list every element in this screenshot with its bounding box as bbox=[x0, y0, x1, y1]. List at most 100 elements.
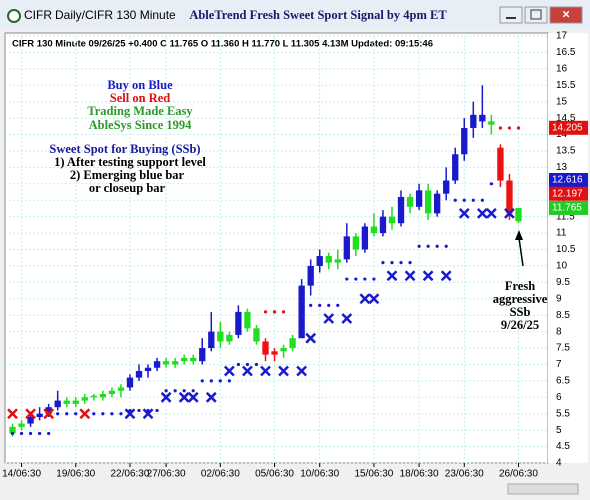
x-tick-label: 19/06:30 bbox=[56, 469, 95, 480]
buy-signal-marker bbox=[422, 270, 434, 282]
support-stop-dot bbox=[318, 303, 322, 307]
scrollbar[interactable] bbox=[507, 483, 579, 495]
candle-body bbox=[271, 351, 278, 355]
candle-body bbox=[470, 114, 477, 128]
price-label-box bbox=[549, 120, 588, 135]
candle-body bbox=[99, 394, 107, 398]
resistance-stop-dot bbox=[507, 126, 512, 130]
support-stop-dot bbox=[56, 412, 60, 416]
candle-body bbox=[190, 357, 197, 362]
y-tick-label: 5.5 bbox=[556, 408, 570, 419]
y-tick-label: 11.5 bbox=[556, 211, 575, 222]
buy-signal-marker bbox=[242, 365, 253, 377]
buy-signal-marker bbox=[404, 270, 416, 282]
x-tick-label: 26/06:30 bbox=[499, 469, 538, 480]
marker-stroke bbox=[223, 365, 235, 377]
y-tick-label: 13 bbox=[556, 162, 568, 173]
y-tick-label: 13.5 bbox=[556, 146, 576, 157]
candle-body bbox=[63, 400, 70, 404]
app-icon bbox=[7, 9, 21, 23]
candle-body bbox=[36, 413, 43, 418]
marker-stroke bbox=[124, 408, 136, 420]
support-stop-dot bbox=[38, 431, 42, 436]
support-stop-dot bbox=[74, 412, 78, 416]
marker-stroke bbox=[458, 207, 470, 219]
support-stop-dot bbox=[300, 303, 304, 307]
buy-signal-marker bbox=[458, 207, 470, 219]
buy-signal-marker bbox=[341, 313, 353, 324]
candle-body bbox=[352, 236, 360, 250]
support-stop-dot bbox=[101, 412, 105, 416]
marker-stroke bbox=[296, 365, 308, 377]
candle-body bbox=[244, 311, 251, 329]
buy-signal-marker bbox=[323, 313, 335, 324]
candle-body bbox=[117, 387, 125, 391]
support-stop-dot bbox=[110, 412, 114, 416]
info-line: CIFR 130 Minute 09/26/25 +0.400 C 11.765… bbox=[12, 39, 433, 50]
candle-body bbox=[181, 357, 188, 362]
candle-body bbox=[208, 331, 215, 349]
signal-note: SSb bbox=[510, 305, 531, 319]
candle-body bbox=[280, 348, 287, 352]
support-stop-dot bbox=[137, 408, 141, 413]
y-tick-label: 10.5 bbox=[556, 244, 576, 255]
support-stop-dot bbox=[209, 379, 213, 383]
support-stop-dot bbox=[489, 182, 493, 186]
support-stop-dot bbox=[399, 261, 403, 265]
resistance-stop-dot bbox=[498, 126, 503, 130]
candle-body bbox=[479, 114, 486, 122]
candle-body bbox=[9, 426, 16, 434]
candle-body bbox=[81, 397, 88, 401]
marker-stroke bbox=[7, 408, 18, 420]
signal-note: 9/26/25 bbox=[501, 318, 539, 332]
sell-signal-marker bbox=[43, 408, 55, 420]
y-tick-label: 9.5 bbox=[556, 277, 570, 288]
marker-stroke bbox=[205, 391, 217, 403]
close-icon: × bbox=[562, 6, 570, 21]
buy-signal-marker bbox=[223, 365, 235, 377]
buy-signal-marker bbox=[386, 270, 398, 282]
chart-layer: 44.555.566.577.588.599.51010.51111.51212… bbox=[2, 31, 588, 480]
candle-body bbox=[162, 361, 170, 365]
buy-signal-marker bbox=[504, 207, 515, 219]
candle-body bbox=[370, 226, 378, 234]
tab-symbol: CIFR bbox=[24, 8, 52, 22]
buy-signal-marker bbox=[187, 391, 199, 403]
y-tick-label: 14.5 bbox=[556, 113, 576, 124]
buy-signal-marker bbox=[160, 391, 172, 403]
support-stop-dot bbox=[10, 431, 15, 436]
candle-body bbox=[262, 341, 269, 355]
candle-body bbox=[153, 361, 161, 368]
marker-stroke bbox=[323, 313, 335, 324]
marker-stroke bbox=[25, 408, 36, 420]
sell-signal-marker bbox=[79, 408, 91, 420]
close-button[interactable] bbox=[549, 6, 583, 24]
candle-body bbox=[289, 338, 296, 349]
support-stop-dot bbox=[164, 389, 168, 393]
candle-body bbox=[217, 331, 224, 342]
candle-body bbox=[461, 127, 468, 155]
price-label: 14.205 bbox=[552, 122, 583, 133]
candle-body bbox=[199, 348, 206, 362]
candle-body bbox=[108, 390, 116, 395]
y-tick-label: 6.5 bbox=[556, 376, 570, 387]
signal-note: Fresh bbox=[505, 279, 535, 293]
support-stop-dot bbox=[65, 412, 69, 416]
y-tick-label: 10 bbox=[556, 261, 568, 272]
candle-body bbox=[334, 259, 341, 263]
support-stop-dot bbox=[408, 261, 412, 265]
y-tick-label: 8.5 bbox=[556, 310, 570, 321]
support-stop-dot bbox=[218, 379, 222, 383]
candle-body bbox=[298, 285, 305, 339]
y-tick-label: 15.5 bbox=[556, 80, 576, 91]
minimize-button[interactable] bbox=[499, 6, 523, 24]
candle-body bbox=[415, 190, 423, 207]
resistance-stop-dot bbox=[516, 126, 521, 130]
support-stop-dot bbox=[173, 389, 177, 393]
maximize-button[interactable] bbox=[524, 6, 548, 24]
support-stop-dot bbox=[336, 303, 340, 307]
window-buttons[interactable]: × bbox=[499, 6, 583, 24]
x-tick-label: 10/06:30 bbox=[300, 469, 339, 480]
marker-stroke bbox=[504, 207, 515, 219]
buy-signal-marker bbox=[440, 270, 452, 282]
